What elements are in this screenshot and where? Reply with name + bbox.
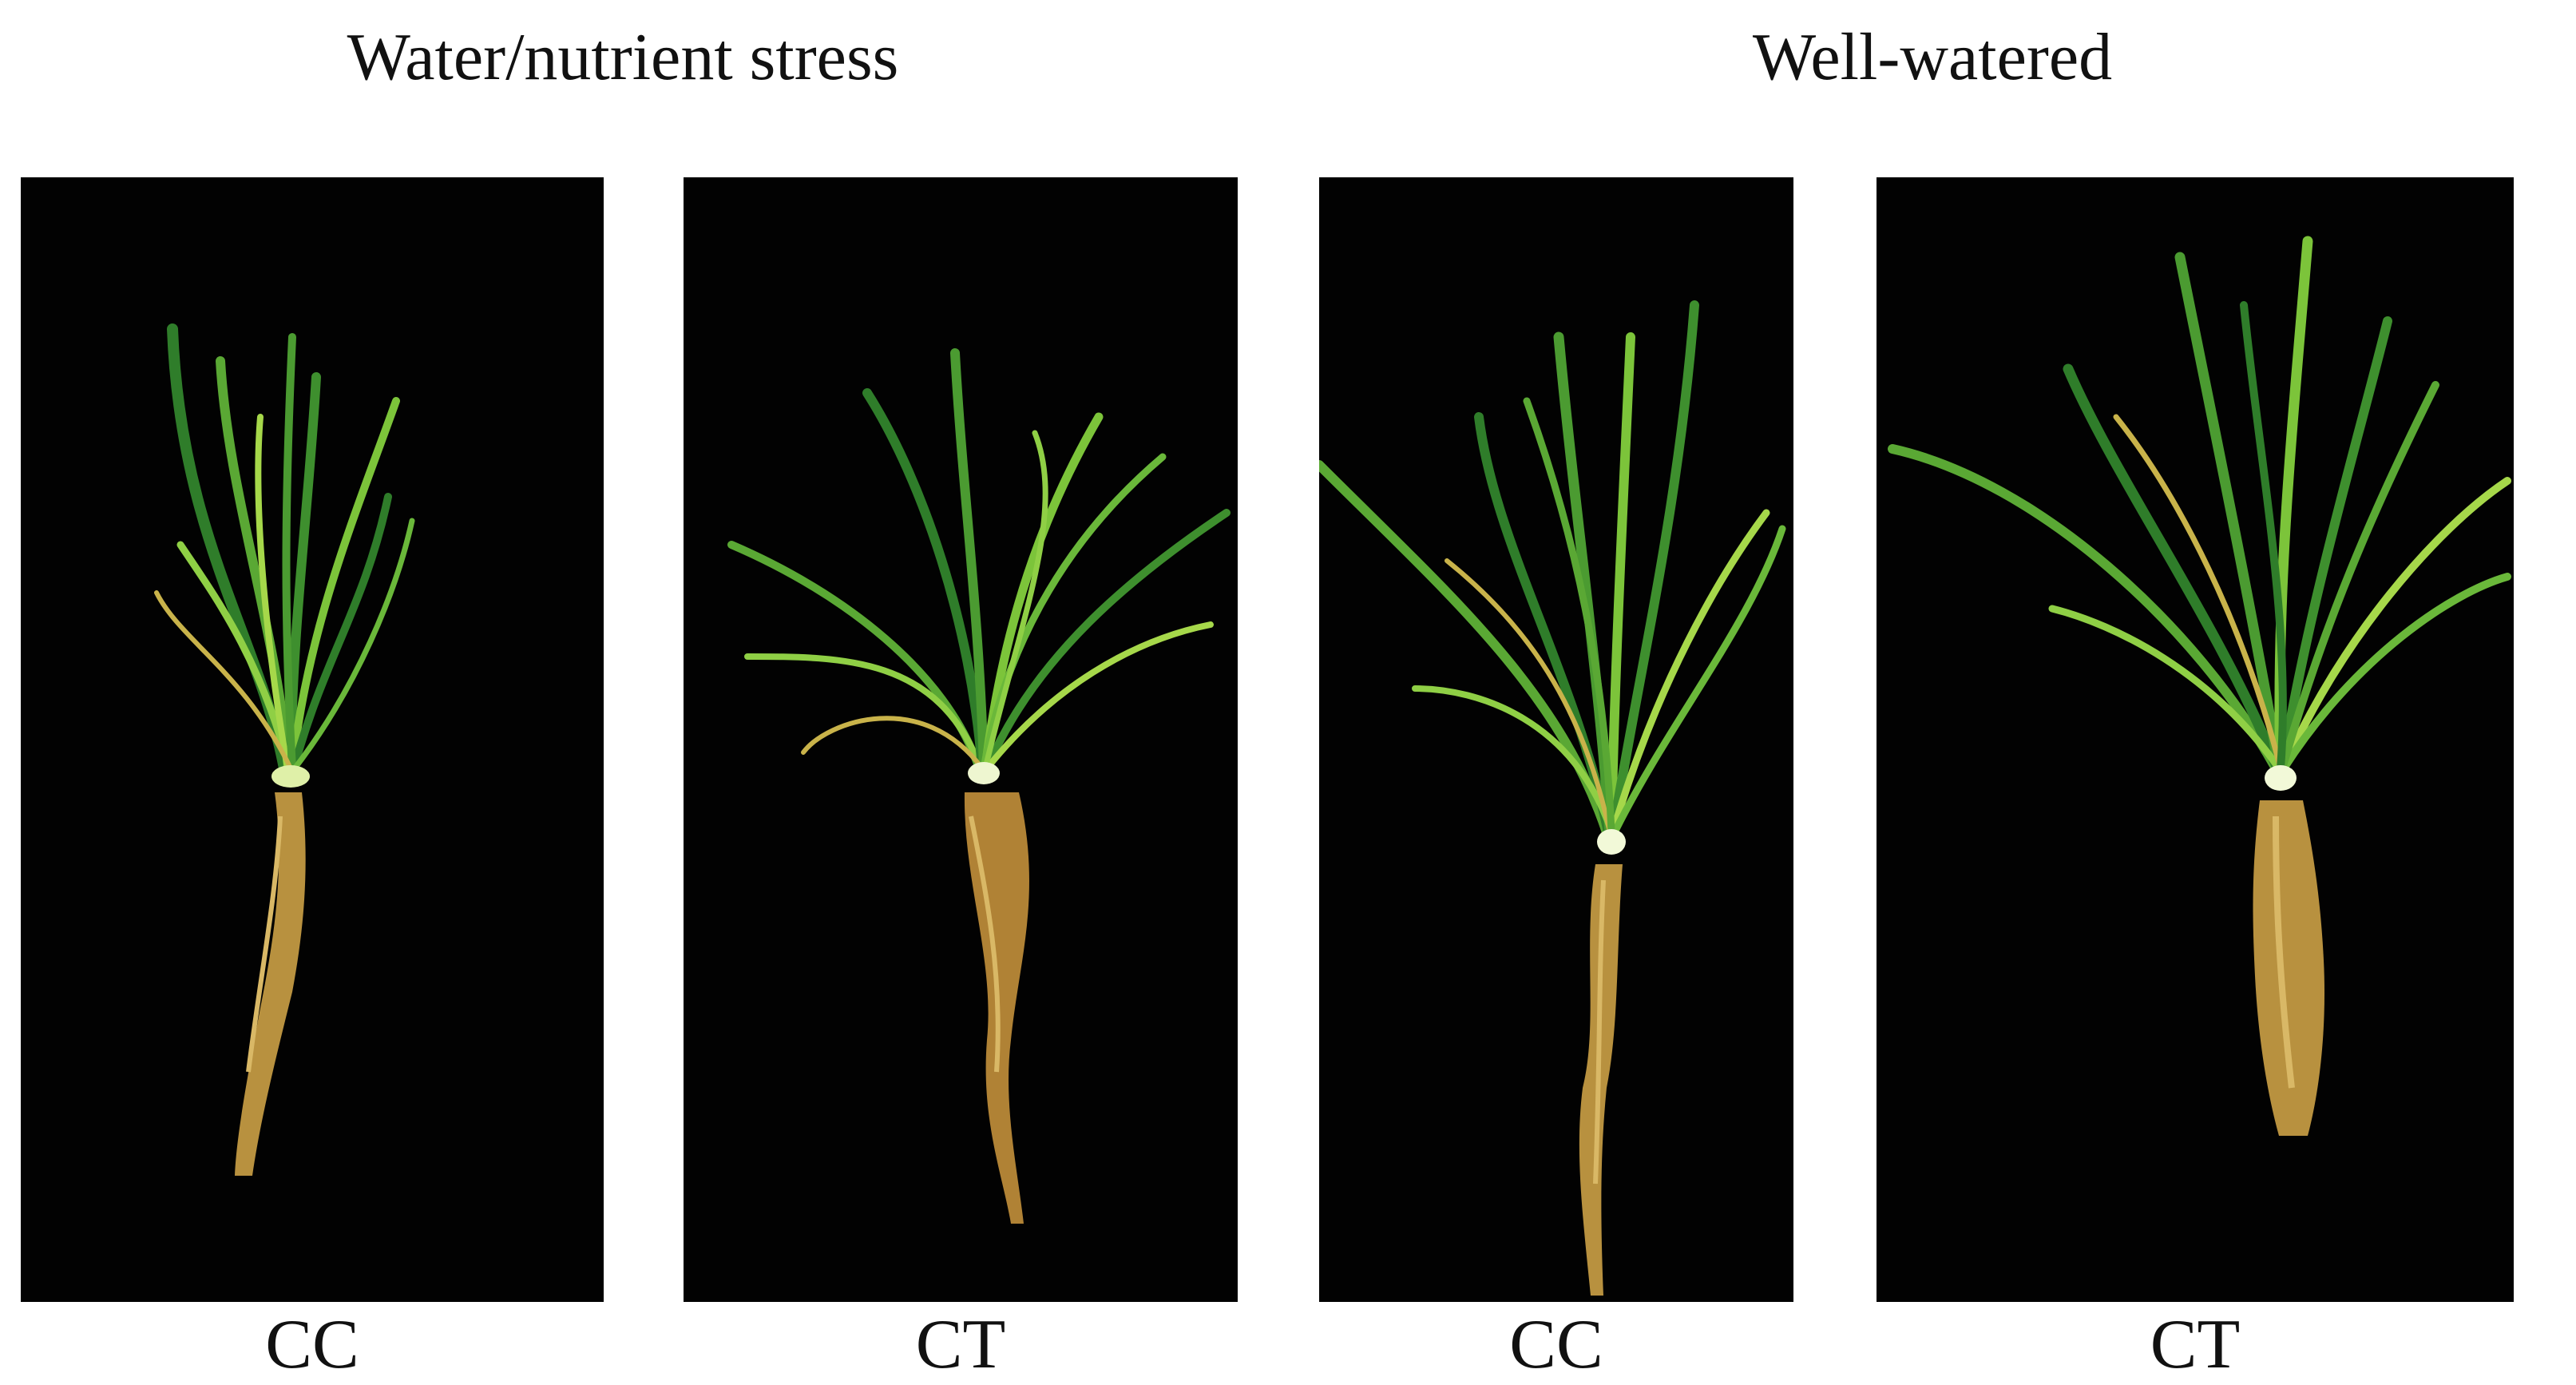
wheat-plant-image bbox=[1888, 236, 2511, 1136]
plant-photo-watered-ct bbox=[1877, 177, 2514, 1302]
panel-label-ct: CT bbox=[2150, 1306, 2241, 1383]
panel-label-cc: CC bbox=[1509, 1306, 1603, 1383]
wheat-plant-image bbox=[1319, 300, 1786, 1296]
panel-label-cc: CC bbox=[265, 1306, 359, 1383]
plant-photo-stress-ct bbox=[684, 177, 1238, 1302]
plant-photo-watered-cc bbox=[1319, 177, 1793, 1302]
wheat-plant-image bbox=[154, 323, 415, 1176]
group-title-water-nutrient-stress: Water/nutrient stress bbox=[347, 20, 899, 94]
group-title-well-watered: Well-watered bbox=[1752, 20, 2113, 94]
wheat-plant-image bbox=[727, 348, 1231, 1224]
plant-photo-stress-cc bbox=[21, 177, 604, 1302]
panel-label-ct: CT bbox=[915, 1306, 1006, 1383]
